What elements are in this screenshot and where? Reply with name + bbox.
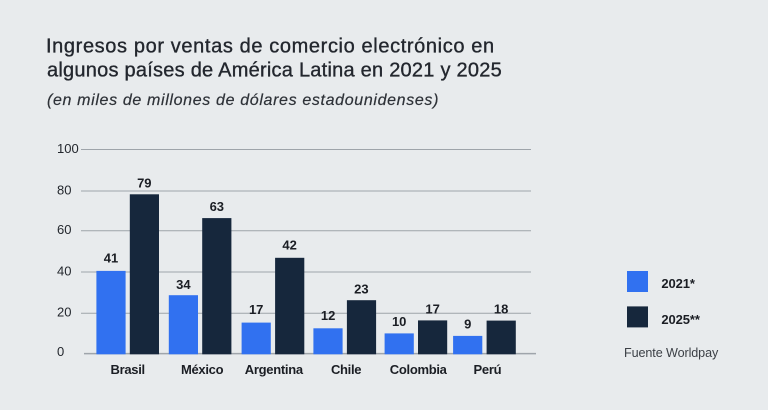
svg-text:Brasil: Brasil [111,362,145,377]
svg-text:63: 63 [210,199,224,214]
svg-text:9: 9 [464,316,471,331]
svg-text:Argentina: Argentina [245,362,304,377]
svg-text:100: 100 [57,141,79,156]
svg-text:34: 34 [176,277,191,292]
svg-text:12: 12 [321,308,335,323]
svg-text:2025**: 2025** [661,312,700,327]
svg-text:Colombia: Colombia [390,362,448,377]
svg-text:Perú: Perú [474,362,502,377]
svg-text:México: México [181,362,224,377]
svg-text:60: 60 [57,222,71,237]
svg-text:(en miles de millones de dólar: (en miles de millones de dólares estadou… [47,92,439,109]
svg-text:40: 40 [57,263,71,278]
svg-text:20: 20 [57,305,71,320]
svg-text:79: 79 [137,176,151,191]
svg-text:2021*: 2021* [661,276,696,291]
svg-text:Fuente Worldpay: Fuente Worldpay [624,346,719,360]
svg-text:41: 41 [104,250,118,265]
svg-text:80: 80 [57,182,71,197]
svg-text:18: 18 [494,302,508,317]
svg-text:10: 10 [392,314,406,329]
svg-text:17: 17 [249,302,263,317]
svg-text:Chile: Chile [331,362,361,377]
svg-text:0: 0 [57,344,64,359]
svg-text:Ingresos por ventas de comerci: Ingresos por ventas de comercio electrón… [46,35,495,57]
svg-text:algunos países de América Lati: algunos países de América Latina en 2021… [47,60,502,82]
svg-text:23: 23 [354,281,368,296]
svg-text:17: 17 [425,302,439,317]
svg-text:42: 42 [282,238,296,253]
